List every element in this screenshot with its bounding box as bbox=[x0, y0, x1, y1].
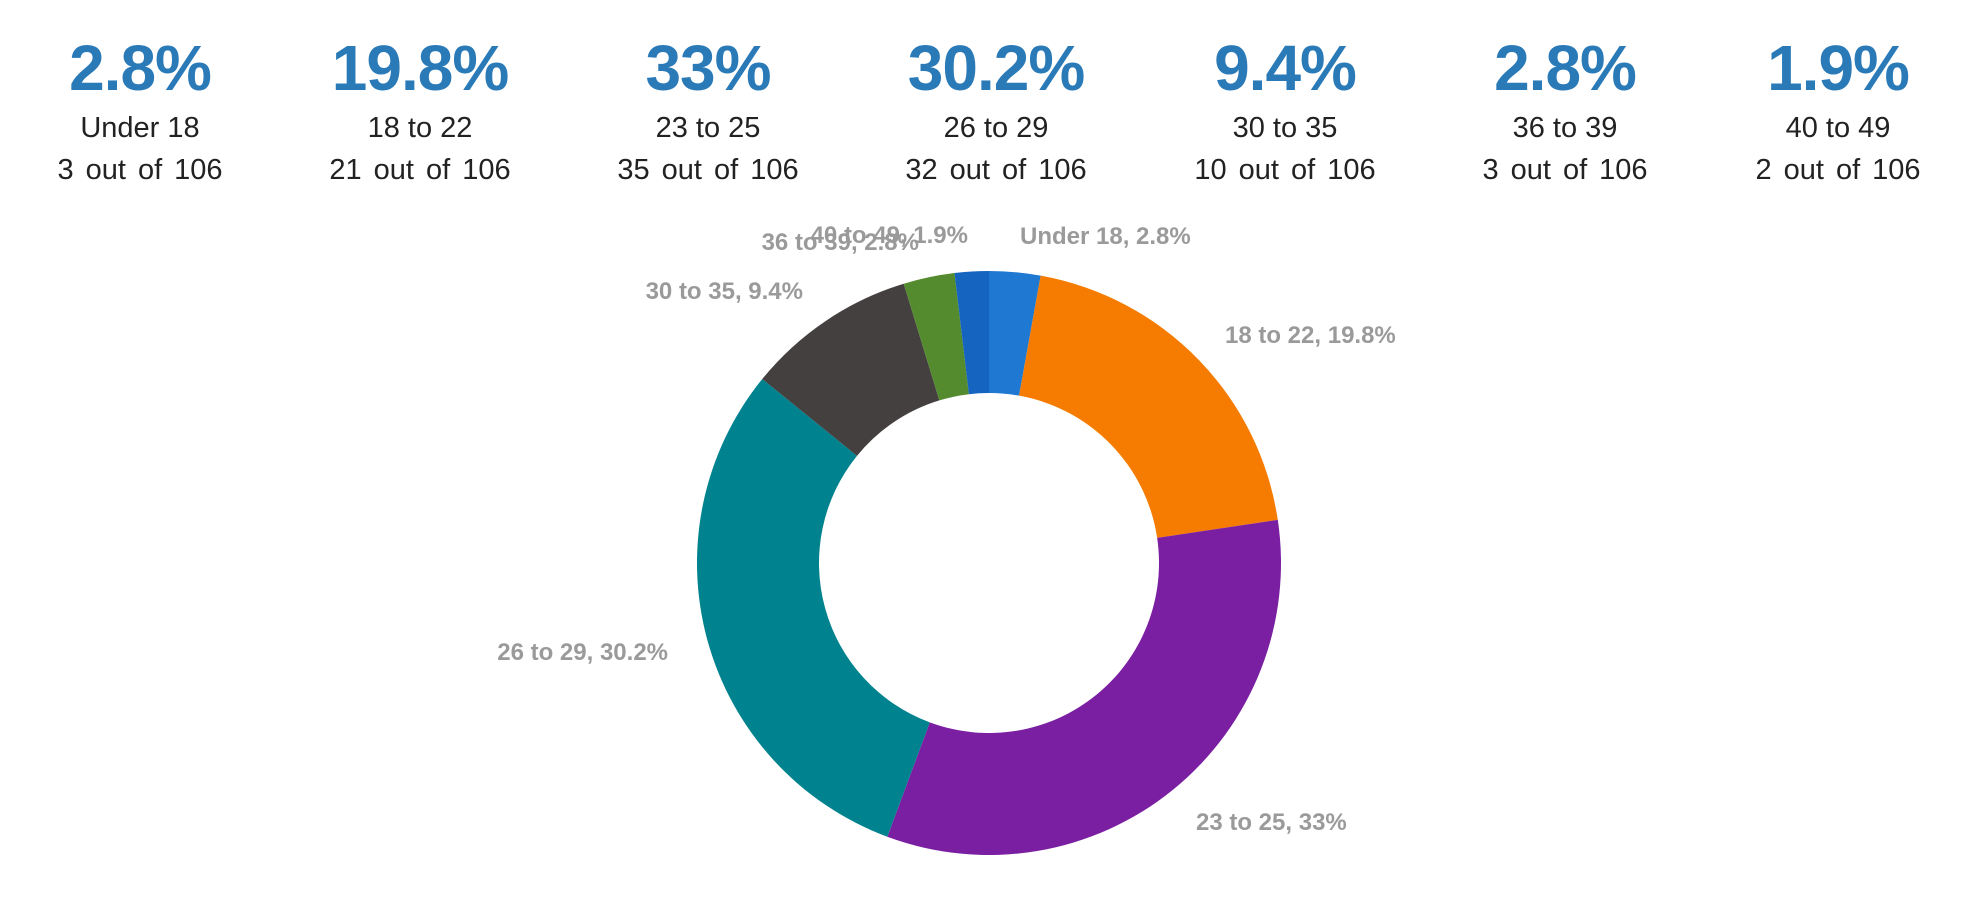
stat-label: 23 to 25 bbox=[655, 112, 761, 144]
stat-label: 18 to 22 bbox=[367, 112, 473, 144]
slice-26-to-29 bbox=[696, 379, 930, 837]
slice-labels: Under 18, 2.8% 18 to 22, 19.8% 23 to 25, 3… bbox=[497, 222, 1396, 836]
stat-count: 2 out of 106 bbox=[1755, 154, 1921, 186]
slice-label-23-to-25: 23 to 25, 33% bbox=[1196, 809, 1347, 836]
stat-percent: 33% bbox=[645, 32, 771, 104]
stat-count: 32 out of 106 bbox=[905, 154, 1087, 186]
slice-18-to-22 bbox=[1019, 275, 1278, 538]
donut-slices bbox=[696, 271, 1281, 855]
slice-label-18-to-22: 18 to 22, 19.8% bbox=[1225, 322, 1396, 349]
stat-percent: 9.4% bbox=[1214, 32, 1357, 104]
stats-row: 2.8% Under 18 3 out of 106 19.8% 18 to 22 2… bbox=[0, 28, 1979, 198]
slice-under-18 bbox=[989, 271, 1041, 396]
stat-18-to-22: 19.8% 18 to 22 21 out of 106 bbox=[280, 28, 560, 192]
stat-label: 30 to 35 bbox=[1232, 112, 1338, 144]
slice-label-40-to-49: 40 to 49, 1.9% bbox=[811, 222, 968, 249]
stat-percent: 2.8% bbox=[69, 32, 212, 104]
stat-percent: 2.8% bbox=[1494, 32, 1637, 104]
stat-23-to-25: 33% 23 to 25 35 out of 106 bbox=[568, 28, 848, 192]
stat-label: 40 to 49 bbox=[1785, 112, 1891, 144]
stat-40-to-49: 1.9% 40 to 49 2 out of 106 bbox=[1698, 28, 1978, 192]
slice-40-to-49 bbox=[954, 271, 989, 395]
stat-percent: 30.2% bbox=[907, 32, 1085, 104]
stat-30-to-35: 9.4% 30 to 35 10 out of 106 bbox=[1145, 28, 1425, 192]
slice-label-under-18: Under 18, 2.8% bbox=[1020, 223, 1191, 250]
slice-36-to-39 bbox=[903, 273, 969, 401]
stat-36-to-39: 2.8% 36 to 39 3 out of 106 bbox=[1425, 28, 1705, 192]
stat-label: Under 18 bbox=[80, 112, 200, 144]
stat-under-18: 2.8% Under 18 3 out of 106 bbox=[0, 28, 280, 192]
stat-label: 26 to 29 bbox=[943, 112, 1049, 144]
stat-label: 36 to 39 bbox=[1512, 112, 1618, 144]
stat-26-to-29: 30.2% 26 to 29 32 out of 106 bbox=[856, 28, 1136, 192]
stat-count: 21 out of 106 bbox=[329, 154, 511, 186]
slice-30-to-35 bbox=[762, 283, 940, 456]
slice-label-36-to-39: 36 to 39, 2.8% bbox=[762, 229, 919, 256]
stat-percent: 1.9% bbox=[1767, 32, 1910, 104]
stat-percent: 19.8% bbox=[331, 32, 509, 104]
stat-count: 3 out of 106 bbox=[1482, 154, 1648, 186]
stat-count: 10 out of 106 bbox=[1194, 154, 1376, 186]
stat-count: 35 out of 106 bbox=[617, 154, 799, 186]
stat-count: 3 out of 106 bbox=[57, 154, 223, 186]
slice-label-30-to-35: 30 to 35, 9.4% bbox=[646, 278, 803, 305]
slice-23-to-25 bbox=[887, 519, 1281, 855]
slice-label-26-to-29: 26 to 29, 30.2% bbox=[497, 639, 668, 666]
